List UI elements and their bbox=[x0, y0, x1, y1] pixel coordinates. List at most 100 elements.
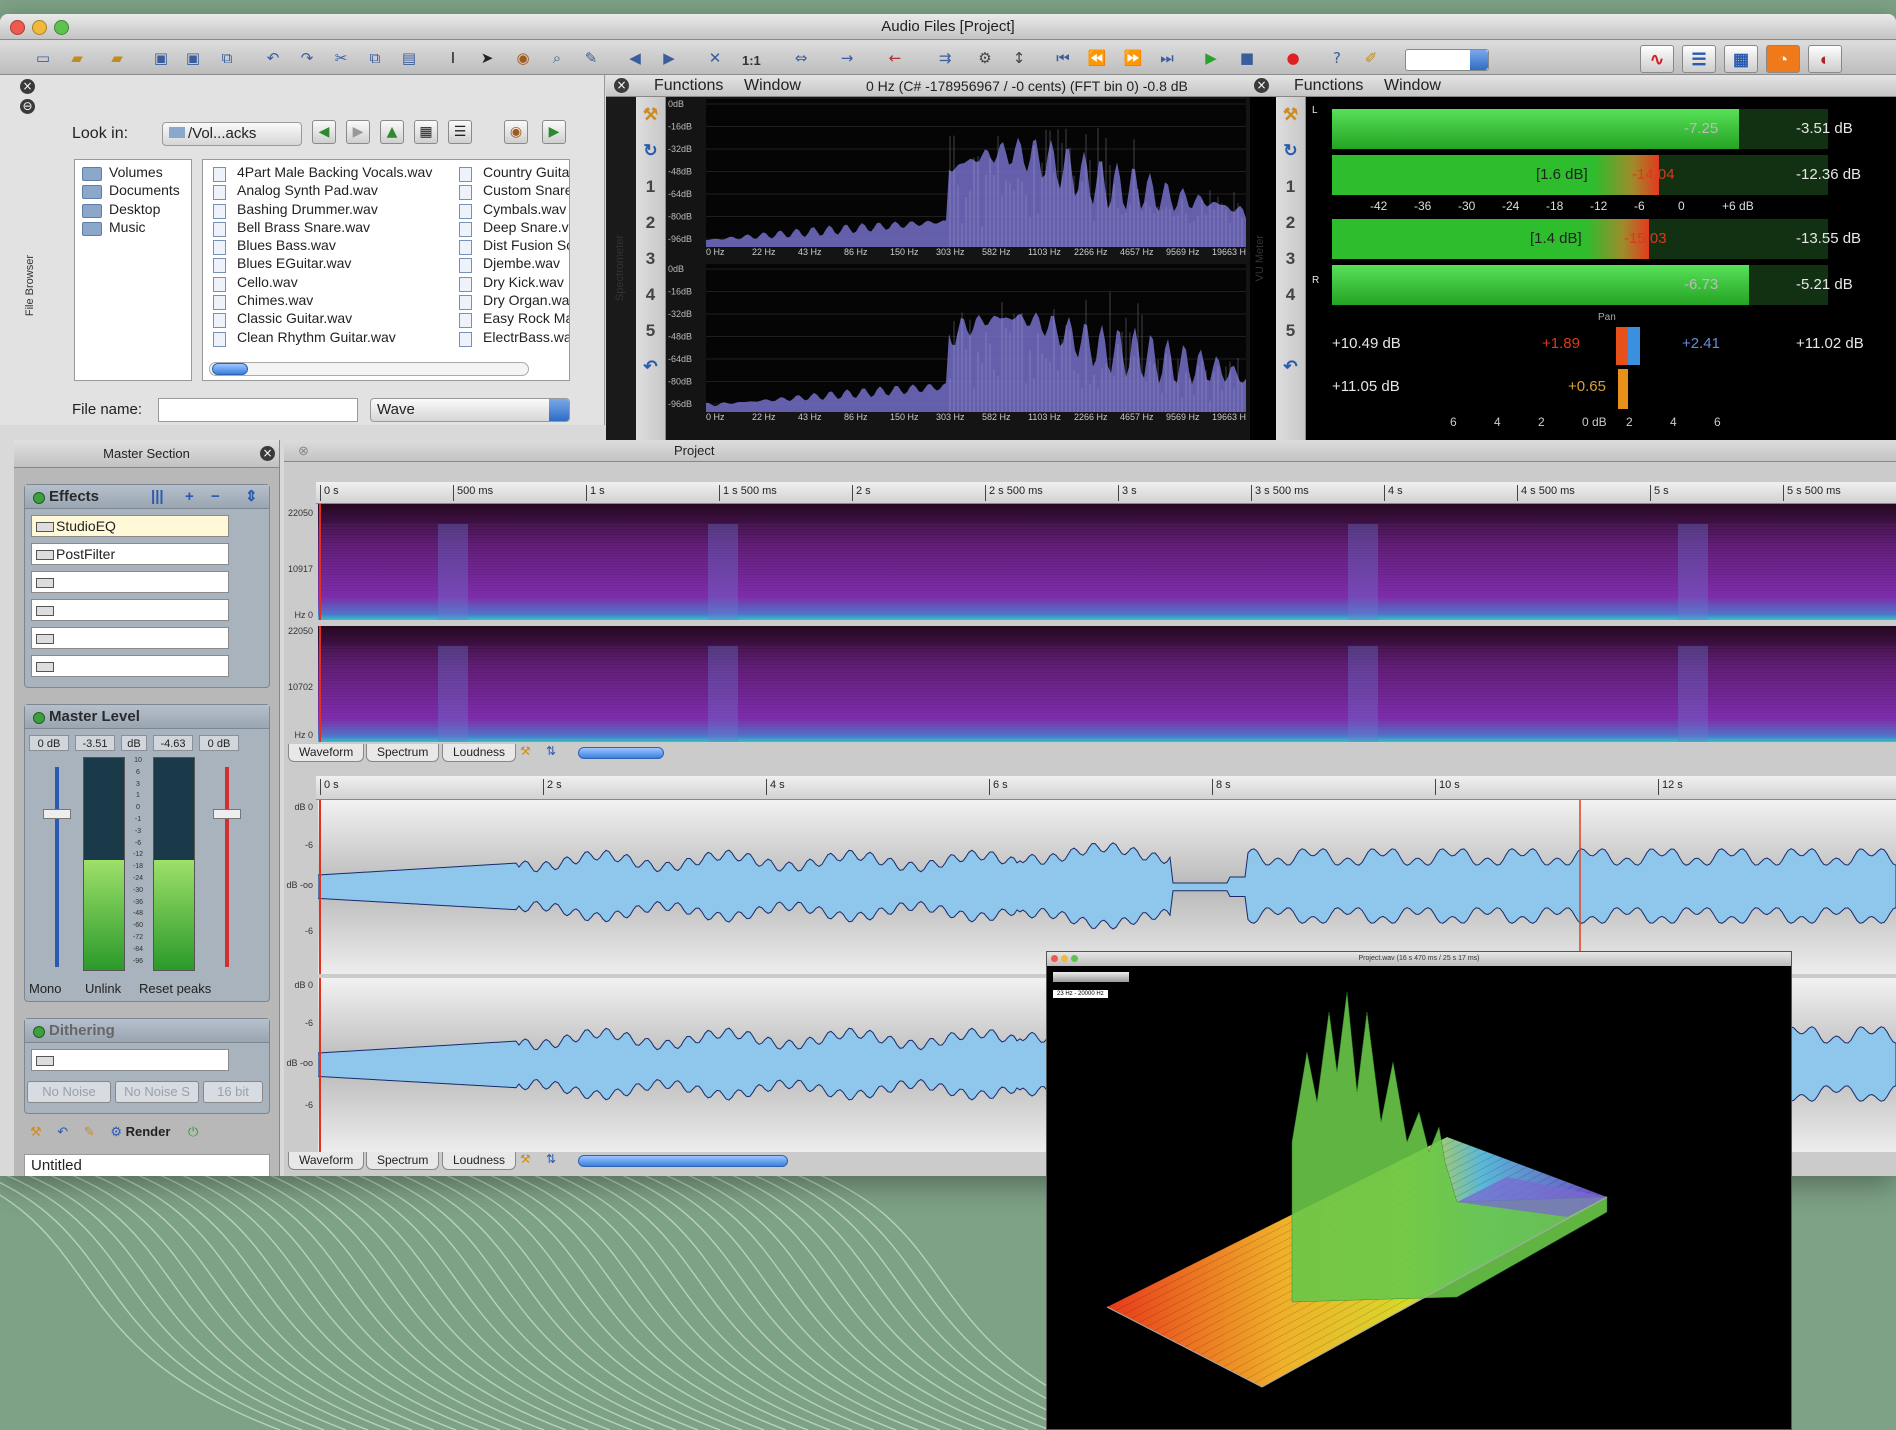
spectrum-time-ruler[interactable]: 0 s 500 ms 1 s 1 s 500 ms 2 s 2 s 500 ms 3 s 3 … bbox=[316, 482, 1896, 504]
file-item[interactable]: Djembe.wav bbox=[449, 255, 570, 273]
fader-handle[interactable] bbox=[43, 809, 71, 819]
effects-bypass-icon[interactable]: ||| bbox=[151, 485, 164, 509]
effect-slot-3[interactable] bbox=[31, 571, 229, 593]
preset-4[interactable]: 4 bbox=[636, 277, 665, 313]
spot-tool-icon[interactable]: ◉ bbox=[512, 47, 534, 69]
file-item[interactable]: Dist Fusion Sc bbox=[449, 237, 570, 255]
settings-icon[interactable]: ⚙ bbox=[974, 47, 996, 69]
wrench-icon[interactable]: ⚒ bbox=[1276, 97, 1305, 133]
file-item[interactable]: Dry Kick.wav bbox=[449, 274, 570, 292]
effect-slot-5[interactable] bbox=[31, 627, 229, 649]
scroll-thumb[interactable] bbox=[212, 363, 248, 375]
dither-slot[interactable] bbox=[31, 1049, 229, 1071]
close-panel-icon[interactable]: × bbox=[260, 446, 275, 461]
view-tool-icon[interactable]: ⚒ bbox=[520, 744, 531, 758]
nav-forward-icon[interactable]: ▶ bbox=[346, 120, 370, 144]
file-item[interactable]: Easy Rock Ma bbox=[449, 310, 570, 328]
zoom-ratio-label[interactable]: 1:1 bbox=[742, 53, 761, 68]
file-item[interactable]: ElectrBass.wa bbox=[449, 329, 570, 347]
dither-noise-shaping-option[interactable]: No Noise S bbox=[115, 1081, 199, 1103]
redo-icon[interactable]: ↷ bbox=[296, 47, 318, 69]
view-swap-icon[interactable]: ⇅ bbox=[546, 744, 556, 758]
save-as-icon[interactable]: ▣ bbox=[182, 47, 204, 69]
mixer-icon[interactable]: ⚒ bbox=[30, 1124, 42, 1139]
save-icon[interactable]: ▣ bbox=[150, 47, 172, 69]
view-swap-icon[interactable]: ⇅ bbox=[546, 1152, 556, 1166]
effect-slot-1[interactable]: StudioEQ bbox=[31, 515, 229, 537]
file-item[interactable]: 4Part Male Backing Vocals.wav bbox=[203, 164, 449, 182]
pencil-icon[interactable]: ✎ bbox=[580, 47, 602, 69]
list-view-icon[interactable]: ☰ bbox=[448, 120, 472, 144]
cd-workspace-icon[interactable]: ◐ bbox=[1808, 45, 1842, 73]
close-panel-icon[interactable]: × bbox=[1254, 78, 1269, 93]
menu-functions[interactable]: Functions bbox=[654, 75, 723, 97]
effects-menu-icon[interactable]: ⇕ bbox=[245, 485, 258, 509]
unlink-button[interactable]: Unlink bbox=[85, 981, 121, 996]
dither-bits-option[interactable]: 16 bit bbox=[203, 1081, 263, 1103]
waveform-workspace-icon[interactable]: ∿ bbox=[1640, 45, 1674, 73]
file-item[interactable]: Bashing Drummer.wav bbox=[203, 201, 449, 219]
file-item[interactable]: Blues EGuitar.wav bbox=[203, 255, 449, 273]
open-file-icon[interactable]: ▰ bbox=[66, 47, 88, 69]
tab-spectrum[interactable]: Spectrum bbox=[366, 1152, 439, 1170]
preset-2[interactable]: 2 bbox=[1276, 205, 1305, 241]
volume-item[interactable]: Desktop bbox=[75, 201, 191, 219]
file-item[interactable]: Dry Organ.wa bbox=[449, 292, 570, 310]
record-icon[interactable]: ● bbox=[1282, 47, 1304, 69]
waveform-scrollbar[interactable] bbox=[578, 1155, 788, 1167]
montage-workspace-icon[interactable]: ☰ bbox=[1682, 45, 1716, 73]
render-button[interactable]: Render bbox=[126, 1124, 171, 1139]
file-item[interactable]: Blues Bass.wav bbox=[203, 237, 449, 255]
grid-view-icon[interactable]: ▦ bbox=[414, 120, 438, 144]
close-window-button[interactable] bbox=[10, 20, 25, 35]
undo-icon[interactable]: ↶ bbox=[636, 349, 665, 385]
tab-loudness[interactable]: Loudness bbox=[442, 1152, 516, 1170]
left-fader[interactable] bbox=[55, 767, 59, 967]
preset-3[interactable]: 3 bbox=[1276, 241, 1305, 277]
effect-slot-2[interactable]: PostFilter bbox=[31, 543, 229, 565]
help-icon[interactable]: ? bbox=[1326, 47, 1348, 69]
look-in-dropdown[interactable]: /Vol...acks bbox=[162, 122, 302, 146]
open-recent-icon[interactable]: ▰ bbox=[106, 47, 128, 69]
effects-remove-icon[interactable]: − bbox=[211, 485, 220, 509]
edit-tool-icon[interactable]: ✐ bbox=[1360, 47, 1382, 69]
waveform-time-ruler[interactable]: 0 s2 s4 s6 s8 s 10 s 12 s bbox=[316, 776, 1896, 800]
play-preview-icon[interactable]: ▶ bbox=[542, 120, 566, 144]
forward-icon[interactable]: ▶ bbox=[658, 47, 680, 69]
file-item[interactable]: Cymbals.wav bbox=[449, 201, 570, 219]
file-item[interactable]: Classic Guitar.wav bbox=[203, 310, 449, 328]
play-icon[interactable]: ▶ bbox=[1200, 47, 1222, 69]
fader-handle[interactable] bbox=[213, 809, 241, 819]
project-close-icon[interactable]: ⊗ bbox=[298, 440, 309, 462]
file-item[interactable]: Clean Rhythm Guitar.wav bbox=[203, 329, 449, 347]
zoom-in-icon[interactable]: → bbox=[836, 47, 858, 69]
file-name-input[interactable] bbox=[158, 398, 358, 422]
text-cursor-icon[interactable]: I bbox=[442, 47, 464, 69]
menu-functions[interactable]: Functions bbox=[1294, 75, 1363, 97]
undo-icon[interactable]: ↶ bbox=[57, 1124, 68, 1139]
file-item[interactable]: Analog Synth Pad.wav bbox=[203, 182, 449, 200]
effect-slot-4[interactable] bbox=[31, 599, 229, 621]
spectrogram-view[interactable] bbox=[318, 504, 1896, 744]
zoom-full-icon[interactable]: ⇉ bbox=[934, 47, 956, 69]
podcast-workspace-icon[interactable]: ◔ bbox=[1766, 45, 1800, 73]
new-file-icon[interactable]: ▭ bbox=[32, 47, 54, 69]
master-level-header[interactable]: Master Level bbox=[25, 705, 269, 729]
rewind-icon[interactable]: ⏪ bbox=[1086, 47, 1108, 69]
file-item[interactable]: Bell Brass Snare.wav bbox=[203, 219, 449, 237]
pointer-tool-icon[interactable]: ➤ bbox=[476, 47, 498, 69]
view-tool-icon[interactable]: ⚒ bbox=[520, 1152, 531, 1166]
effect-slot-6[interactable] bbox=[31, 655, 229, 677]
cut-icon[interactable]: ✂ bbox=[330, 47, 352, 69]
goto-start-icon[interactable]: ⏮ bbox=[1052, 47, 1074, 69]
undo-icon[interactable]: ↶ bbox=[262, 47, 284, 69]
preset-1[interactable]: 1 bbox=[1276, 169, 1305, 205]
spectrum-scrollbar[interactable] bbox=[578, 747, 664, 759]
zoom-horizontal-icon[interactable]: ⇔ bbox=[790, 47, 812, 69]
file-item[interactable]: Chimes.wav bbox=[203, 292, 449, 310]
stop-icon[interactable]: ■ bbox=[1236, 47, 1258, 69]
paste-icon[interactable]: ▤ bbox=[398, 47, 420, 69]
menu-window[interactable]: Window bbox=[1384, 75, 1441, 97]
preset-5[interactable]: 5 bbox=[636, 313, 665, 349]
volume-item[interactable]: Documents bbox=[75, 182, 191, 200]
